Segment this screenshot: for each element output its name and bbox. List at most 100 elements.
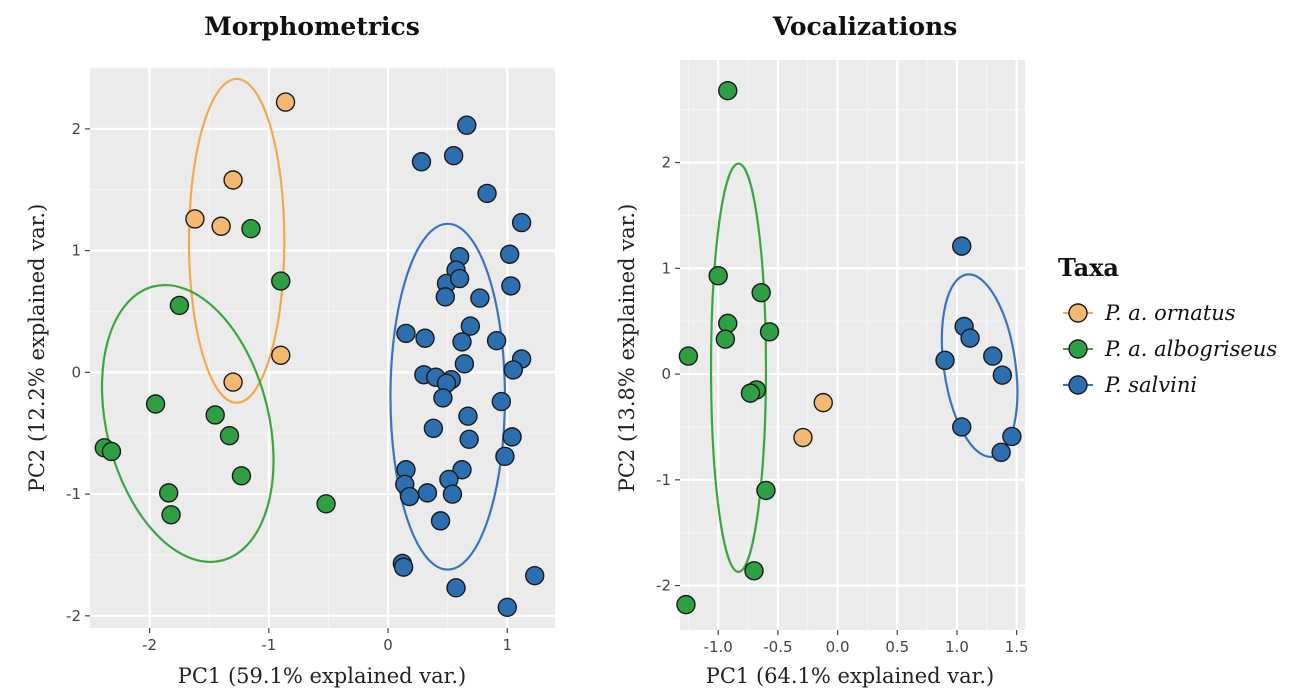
point-salvini — [952, 417, 972, 437]
point-albogriseus — [718, 313, 738, 334]
point-salvini — [396, 323, 416, 344]
point-albogriseus — [751, 282, 771, 303]
point-albogriseus — [219, 425, 240, 446]
y-tick-label: 0 — [71, 363, 81, 381]
point-salvini — [443, 145, 464, 166]
y-axis-label: PC2 (12.2% explained var.) — [25, 204, 49, 493]
legend-label: P. salvini — [1104, 373, 1197, 397]
point-albogriseus — [740, 383, 761, 403]
point-ornatus — [271, 345, 291, 366]
point-albogriseus — [169, 295, 190, 316]
x-axis-ticks: -2 -1 0 1 — [142, 628, 512, 654]
y-axis-ticks: -2 -1 0 1 2 — [656, 154, 680, 595]
point-salvini — [393, 557, 414, 577]
x-tick-label: 1.0 — [945, 638, 969, 656]
point-salvini — [499, 244, 520, 264]
legend-marker — [1068, 303, 1088, 323]
point-salvini — [511, 212, 532, 233]
point-albogriseus — [316, 494, 336, 514]
point-salvini — [459, 429, 479, 450]
point-salvini — [495, 446, 515, 467]
confidence-ellipses — [709, 162, 1019, 573]
x-tick-label: -1 — [261, 636, 276, 654]
y-axis-label: PC2 (13.8% explained var.) — [615, 204, 639, 493]
point-ornatus — [185, 209, 205, 229]
gridlines — [680, 60, 1025, 630]
point-albogriseus — [161, 505, 181, 525]
point-salvini — [423, 418, 444, 439]
point-albogriseus — [231, 466, 252, 486]
x-axis-ticks: -1.0 -0.5 0.0 0.5 1.0 1.5 — [704, 630, 1029, 656]
plot-title: Morphometrics — [204, 12, 420, 41]
y-tick-label: 1 — [661, 259, 671, 277]
point-albogriseus — [158, 483, 179, 503]
point-salvini — [486, 330, 507, 351]
point-salvini — [415, 328, 435, 348]
point-albogriseus — [756, 480, 776, 501]
y-tick-label: 0 — [661, 365, 671, 383]
point-albogriseus — [715, 329, 736, 349]
point-salvini — [458, 406, 478, 426]
point-albogriseus — [676, 594, 696, 615]
point-salvini — [457, 115, 477, 135]
point-salvini — [1002, 426, 1022, 447]
y-tick-label: 2 — [661, 154, 671, 172]
point-salvini — [449, 268, 470, 289]
point-ornatus — [223, 170, 243, 190]
y-tick-label: -1 — [656, 471, 671, 489]
x-tick-label: -1.0 — [704, 638, 733, 656]
point-albogriseus — [271, 271, 291, 291]
point-albogriseus — [744, 561, 764, 581]
point-salvini — [477, 183, 497, 204]
point-salvini — [454, 354, 475, 374]
point-ornatus — [223, 372, 243, 392]
point-salvini — [497, 597, 518, 618]
y-tick-label: 2 — [71, 120, 81, 138]
point-salvini — [470, 288, 490, 308]
point-salvini — [991, 442, 1011, 463]
data-points — [676, 80, 1022, 615]
y-tick-label: -2 — [656, 577, 671, 595]
point-albogriseus — [678, 346, 699, 366]
point-salvini — [503, 360, 523, 380]
legend-marker — [1068, 375, 1088, 395]
point-salvini — [491, 391, 512, 412]
x-tick-label: 0.0 — [826, 638, 850, 656]
x-tick-label: 0 — [383, 636, 393, 654]
legend: Taxa P. a. ornatus P. a. albogriseus P. sa… — [1058, 253, 1277, 397]
point-salvini — [446, 578, 466, 598]
point-salvini — [460, 316, 481, 336]
plot-title: Vocalizations — [772, 12, 958, 41]
point-salvini — [417, 483, 438, 503]
x-tick-label: 0.5 — [885, 638, 909, 656]
x-tick-label: -0.5 — [763, 638, 792, 656]
point-salvini — [935, 350, 955, 371]
point-ornatus — [275, 92, 296, 112]
point-ornatus — [211, 216, 231, 236]
morphometrics-plot: Morphometrics -2 -1 0 1 -2 -1 0 1 2 PC1 (59.1% … — [25, 12, 555, 688]
point-albogriseus — [241, 218, 261, 239]
point-salvini — [452, 332, 472, 352]
vocalizations-plot: Vocalizations -1.0 -0.5 0.0 0.5 1.0 1.5 -2 -1 0… — [615, 12, 1029, 688]
gridlines — [89, 67, 555, 628]
x-tick-label: 1 — [503, 636, 513, 654]
point-salvini — [983, 346, 1003, 366]
point-salvini — [442, 484, 463, 504]
legend-item-salvini: P. salvini — [1063, 373, 1197, 397]
point-ornatus — [793, 427, 813, 448]
legend-marker — [1068, 339, 1088, 359]
point-salvini — [430, 511, 451, 531]
point-albogriseus — [145, 394, 166, 414]
x-axis-label: PC1 (59.1% explained var.) — [178, 664, 467, 688]
ellipse-salvini — [940, 273, 1019, 458]
x-axis-label: PC1 (64.1% explained var.) — [706, 664, 995, 688]
point-albogriseus — [718, 80, 738, 101]
point-albogriseus — [708, 266, 728, 286]
point-salvini — [525, 565, 545, 586]
legend-item-albogriseus: P. a. albogriseus — [1063, 337, 1277, 361]
ellipse-ornatus — [187, 77, 286, 404]
point-albogriseus — [759, 322, 780, 342]
point-albogriseus — [205, 405, 225, 425]
point-salvini — [952, 236, 972, 256]
x-tick-label: -2 — [142, 636, 157, 654]
